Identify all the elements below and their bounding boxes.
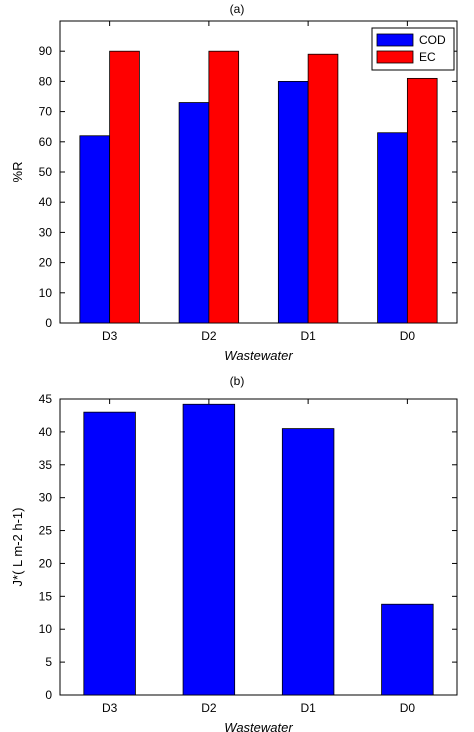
chart-b-bar-series-d3	[83, 411, 136, 696]
chart-a-ytick-label: 80	[39, 74, 53, 88]
legend-label-cod: COD	[419, 33, 446, 47]
chart-a-legend: COD EC	[371, 27, 455, 71]
chart-a-bar-ec-d3	[109, 50, 140, 324]
chart-b-x-axis-title: Wastewater	[224, 720, 293, 732]
chart-a-bar-cod-d0	[377, 132, 408, 324]
chart-a-ytick-label: 20	[39, 256, 53, 270]
chart-a-xtick-label: D2	[201, 329, 217, 343]
chart-a-title: (a)	[230, 2, 245, 16]
chart-a-bar-ec-d2	[208, 50, 240, 324]
chart-b-ytick-label: 25	[39, 524, 53, 538]
chart-a-bar-cod-d3	[79, 135, 111, 324]
chart-a-bar-cod-d2	[178, 102, 210, 324]
chart-a-xtick-label: D0	[400, 329, 416, 343]
chart-b-ytick-label: 15	[39, 589, 53, 603]
chart-a-bar-cod-d1	[277, 81, 309, 324]
chart-a-y-axis-title: %R	[10, 162, 25, 183]
chart-a-bar-ec-d1	[307, 53, 339, 324]
chart-panel-a: (a) 0 10 20 30 40 50 60 70 80 90 D3 D2 D1 D0 Wastewate…	[10, 2, 458, 363]
chart-a-x-axis-title: Wastewater	[224, 348, 293, 363]
chart-a-ytick-label: 70	[39, 105, 53, 119]
chart-a-ytick-label: 90	[39, 44, 53, 58]
chart-b-xtick-label: D3	[102, 701, 118, 715]
chart-b-xtick-label: D0	[400, 701, 416, 715]
chart-a-xtick-label: D3	[102, 329, 118, 343]
chart-b-bar-series-d1	[281, 428, 335, 696]
legend-swatch-cod	[376, 33, 414, 47]
chart-b-xtick-label: D2	[201, 701, 217, 715]
chart-a-xtick-label: D1	[300, 329, 316, 343]
legend-swatch-ec	[376, 50, 414, 64]
chart-a-bar-ec-d0	[406, 77, 438, 324]
chart-a-ytick-label: 50	[39, 165, 53, 179]
chart-b-title: (b)	[230, 374, 245, 388]
chart-b-ytick-label: 5	[45, 655, 52, 669]
chart-panel-b: (b) 0 5 10 15 20 25 30 35 40 45 D3 D2 D1 D0 Wastewater…	[10, 374, 458, 732]
legend-label-ec: EC	[419, 50, 436, 64]
chart-b-xtick-label: D1	[300, 701, 316, 715]
chart-b-ytick-label: 35	[39, 458, 53, 472]
chart-b-ytick-label: 10	[39, 622, 53, 636]
chart-b-bar-series-d2	[182, 403, 236, 696]
chart-b-ytick-label: 40	[39, 425, 53, 439]
chart-a-ytick-label: 0	[45, 316, 52, 330]
chart-b-ytick-label: 45	[39, 392, 53, 406]
chart-a-ytick-label: 30	[39, 225, 53, 239]
chart-b-ytick-label: 20	[39, 556, 53, 570]
chart-b-y-axis-title: J*( L m-2 h-1)	[10, 508, 25, 587]
chart-b-ytick-label: 0	[45, 688, 52, 702]
chart-a-ytick-label: 40	[39, 195, 53, 209]
chart-b-ytick-label: 30	[39, 491, 53, 505]
chart-a-ytick-label: 60	[39, 135, 53, 149]
chart-b-bar-series-d0	[381, 603, 434, 696]
chart-a-ytick-label: 10	[39, 286, 53, 300]
